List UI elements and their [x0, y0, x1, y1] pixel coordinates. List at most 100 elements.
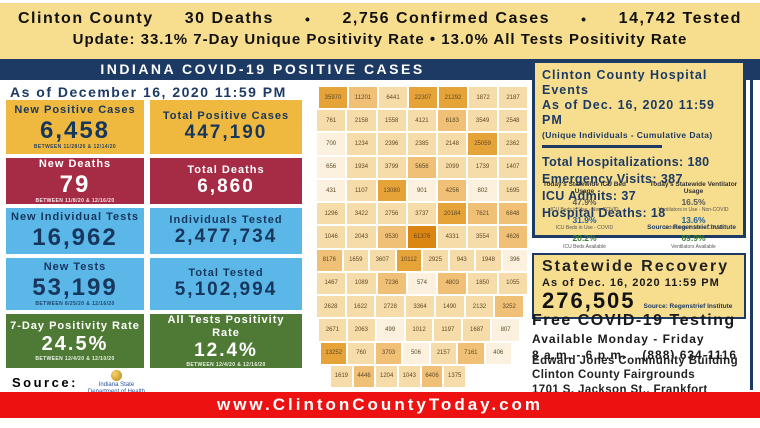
isdh-name-line1: Indiana State — [98, 382, 135, 388]
map-row: 761 2158 1558 4121 6183 3549 2548 — [316, 109, 528, 133]
map-county-cell: 1012 — [404, 318, 434, 342]
stat-label: Total Deaths — [187, 163, 265, 176]
map-county-cell: 1107 — [346, 178, 377, 203]
hospital-metric-hospital-deaths: Hospital Deaths: 18 — [542, 205, 666, 220]
map-county-cell: 2728 — [375, 295, 406, 319]
hospital-as-of-date: As of Dec. 16, 2020 11:59 PM — [542, 98, 716, 127]
map-county-cell: 1558 — [376, 109, 407, 133]
map-county-cell: 1296 — [316, 202, 347, 226]
map-county-cell: 13252 — [320, 341, 348, 365]
statewide-recovery-panel: Statewide Recovery As of Dec. 16, 2020 1… — [532, 253, 746, 319]
map-county-cell: 574 — [406, 271, 438, 296]
hospital-metrics-list: Total Hospitalizations: 180 Emergency Vis… — [542, 154, 736, 222]
page-title: INDIANA COVID-19 POSITIVE CASES — [100, 61, 425, 77]
map-row: 1296 3422 2756 3737 20184 7621 6848 — [316, 202, 528, 226]
stat-value: 6,458 — [39, 116, 111, 144]
stat-date-range-note: BETWEEN 8/25/20 & 12/16/20 — [35, 301, 115, 308]
map-county-cell: 7161 — [457, 341, 485, 365]
map-county-cell: 1622 — [345, 295, 376, 319]
stat-date-range-note: BETWEEN 12/4/20 & 12/16/20 — [186, 361, 266, 368]
stat-box-total-tested: Total Tested 5,102,994 — [150, 258, 302, 310]
icu-usage-percent: 47.9% — [572, 197, 597, 207]
stat-label: All Tests Positivity Rate — [167, 314, 285, 340]
map-row: 1467 1089 7236 574 4803 1850 1055 — [316, 271, 528, 296]
map-county-cell: 6441 — [378, 86, 408, 110]
stat-date-range-note: BETWEEN 11/28/20 & 12/14/20 — [33, 144, 117, 151]
map-county-cell: 1739 — [467, 155, 498, 179]
stat-value: 79 — [59, 170, 91, 198]
icu-column-title: Today's Statewide ICU Bed Usage — [542, 181, 627, 195]
stat-value: 53,199 — [32, 273, 118, 301]
map-county-cell: 1687 — [462, 318, 492, 342]
testing-availability: Available Monday - Friday — [532, 332, 705, 346]
hospital-events-panel: Clinton County Hospital Events As of Dec… — [532, 60, 746, 238]
map-county-cell: 2187 — [498, 86, 528, 110]
map-county-cell: 2925 — [422, 248, 449, 272]
map-county-cell: 3737 — [406, 202, 438, 226]
stat-box-7-day-positivity-rate: 7-Day Positivity Rate 24.5% BETWEEN 12/4/2… — [6, 314, 144, 368]
map-row: 2671 2063 499 1012 1197 1687 807 — [318, 318, 521, 342]
stat-value: 5,102,994 — [174, 279, 278, 301]
map-county-cell: 7621 — [467, 202, 498, 226]
county-tested: 14,742 Tested — [618, 10, 742, 27]
map-county-cell: 1204 — [375, 364, 399, 389]
map-county-cell: 1948 — [475, 248, 502, 272]
map-county-cell: 5656 — [406, 155, 438, 179]
map-county-cell: 1234 — [346, 132, 377, 156]
map-county-cell: 6848 — [497, 202, 528, 226]
testing-phone: (888) 634-1116 — [642, 348, 738, 362]
map-county-cell: 1467 — [316, 271, 347, 296]
stat-box-all-tests-positivity-rate: All Tests Positivity Rate 12.4% BETWEEN 12… — [150, 314, 302, 368]
stat-value: 2,477,734 — [174, 226, 278, 248]
map-county-cell: 1375 — [443, 364, 467, 389]
map-county-cell: 9530 — [376, 225, 407, 249]
icu-usage-percent: 69.9% — [681, 233, 706, 244]
bullet-separator: • — [581, 11, 588, 27]
data-source-row: Source: Indiana State Department of Heal… — [12, 370, 145, 396]
map-county-cell: 1872 — [468, 86, 498, 110]
icu-usage-label: Ventilators in Use - COVID — [663, 225, 724, 232]
map-county-cell: 4331 — [437, 225, 468, 249]
map-county-cell: 2396 — [376, 132, 407, 156]
icu-usage-label: ICU Beds in Use - COVID — [555, 225, 614, 232]
icu-usage-label: ICU Beds Available — [563, 243, 606, 250]
map-county-cell: 3554 — [467, 225, 498, 249]
stat-box-new-individual-tests: New Individual Tests 16,962 — [6, 208, 144, 254]
website-url-link[interactable]: www.ClintonCountyToday.com — [216, 395, 544, 414]
stat-label: New Tests — [43, 260, 107, 273]
map-county-cell: 3703 — [374, 341, 403, 365]
testing-hours: 8 a.m. - 6 p.m. — [532, 348, 627, 362]
map-county-cell: 6406 — [420, 364, 444, 389]
stat-label: Total Positive Cases — [162, 109, 290, 122]
map-county-cell: 2157 — [429, 341, 458, 365]
map-county-cell: 2362 — [497, 132, 528, 156]
county-confirmed-cases: 2,756 Confirmed Cases — [342, 10, 551, 27]
map-county-cell: 1055 — [497, 271, 528, 296]
stat-value: 6,860 — [197, 176, 255, 198]
recovery-source: Source: Regenstrief Institute — [643, 302, 733, 310]
map-county-cell: 2063 — [346, 318, 376, 342]
stat-box-new-tests: New Tests 53,199 BETWEEN 8/25/20 & 12/16/2… — [6, 258, 144, 310]
isdh-seal-icon — [110, 370, 122, 381]
map-county-cell: 1695 — [497, 178, 528, 203]
indiana-county-choropleth-map: 35970 11201 6441 22307 21292 1872 2187 761 2158 1… — [316, 86, 528, 389]
map-county-cell: 700 — [316, 132, 347, 156]
stat-box-individuals-tested: Individuals Tested 2,477,734 — [150, 208, 302, 254]
icu-ventilator-usage-panel: Today's Statewide ICU Bed Usage 47.9% ICU … — [530, 181, 748, 250]
map-county-cell: 943 — [448, 248, 475, 272]
map-county-cell: 3252 — [494, 295, 525, 319]
free-testing-panel: Free COVID-19 Testing Available Monday -… — [532, 312, 750, 362]
isdh-name-line2: Department of Health — [88, 389, 145, 396]
stat-value: 12.4% — [194, 339, 258, 361]
map-county-cell: 1850 — [467, 271, 498, 296]
map-county-cell: 3422 — [346, 202, 377, 226]
icu-column-title: Today's Statewide Ventilator Usage — [649, 181, 738, 195]
map-county-cell: 21292 — [438, 86, 468, 110]
map-county-cell: 760 — [347, 341, 375, 365]
map-county-cell: 901 — [406, 178, 438, 203]
hospital-panel-subtitle: (Unique Individuals - Cumulative Data) — [542, 130, 713, 140]
map-county-cell: 1407 — [497, 155, 528, 179]
map-county-cell: 4803 — [437, 271, 468, 296]
county-summary-line: Clinton County 30 Deaths • 2,756 Confirm… — [0, 3, 760, 28]
stat-label: New Individual Tests — [11, 210, 139, 223]
